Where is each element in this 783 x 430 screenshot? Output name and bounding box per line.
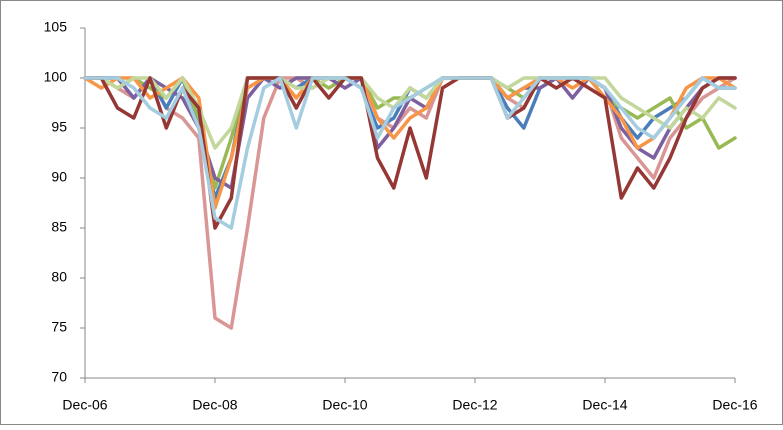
y-tick-label: 95 xyxy=(51,119,67,135)
x-tick-label: Dec-10 xyxy=(322,397,367,413)
y-tick-label: 80 xyxy=(51,269,67,285)
x-tick-label: Dec-08 xyxy=(192,397,237,413)
y-tick-label: 90 xyxy=(51,169,67,185)
y-tick-label: 75 xyxy=(51,319,67,335)
series-line xyxy=(83,76,737,230)
series-line xyxy=(83,76,737,210)
y-tick-label: 85 xyxy=(51,219,67,235)
y-tick-label: 100 xyxy=(44,69,68,85)
x-tick-label: Dec-06 xyxy=(62,397,107,413)
series-line xyxy=(83,76,737,230)
series-line xyxy=(83,76,737,330)
x-tick-label: Dec-16 xyxy=(712,397,757,413)
x-tick-label: Dec-12 xyxy=(452,397,497,413)
y-tick-label: 105 xyxy=(44,19,68,35)
y-tick-label: 70 xyxy=(51,369,67,385)
x-tick-label: Dec-14 xyxy=(582,397,627,413)
series-line xyxy=(83,76,737,150)
